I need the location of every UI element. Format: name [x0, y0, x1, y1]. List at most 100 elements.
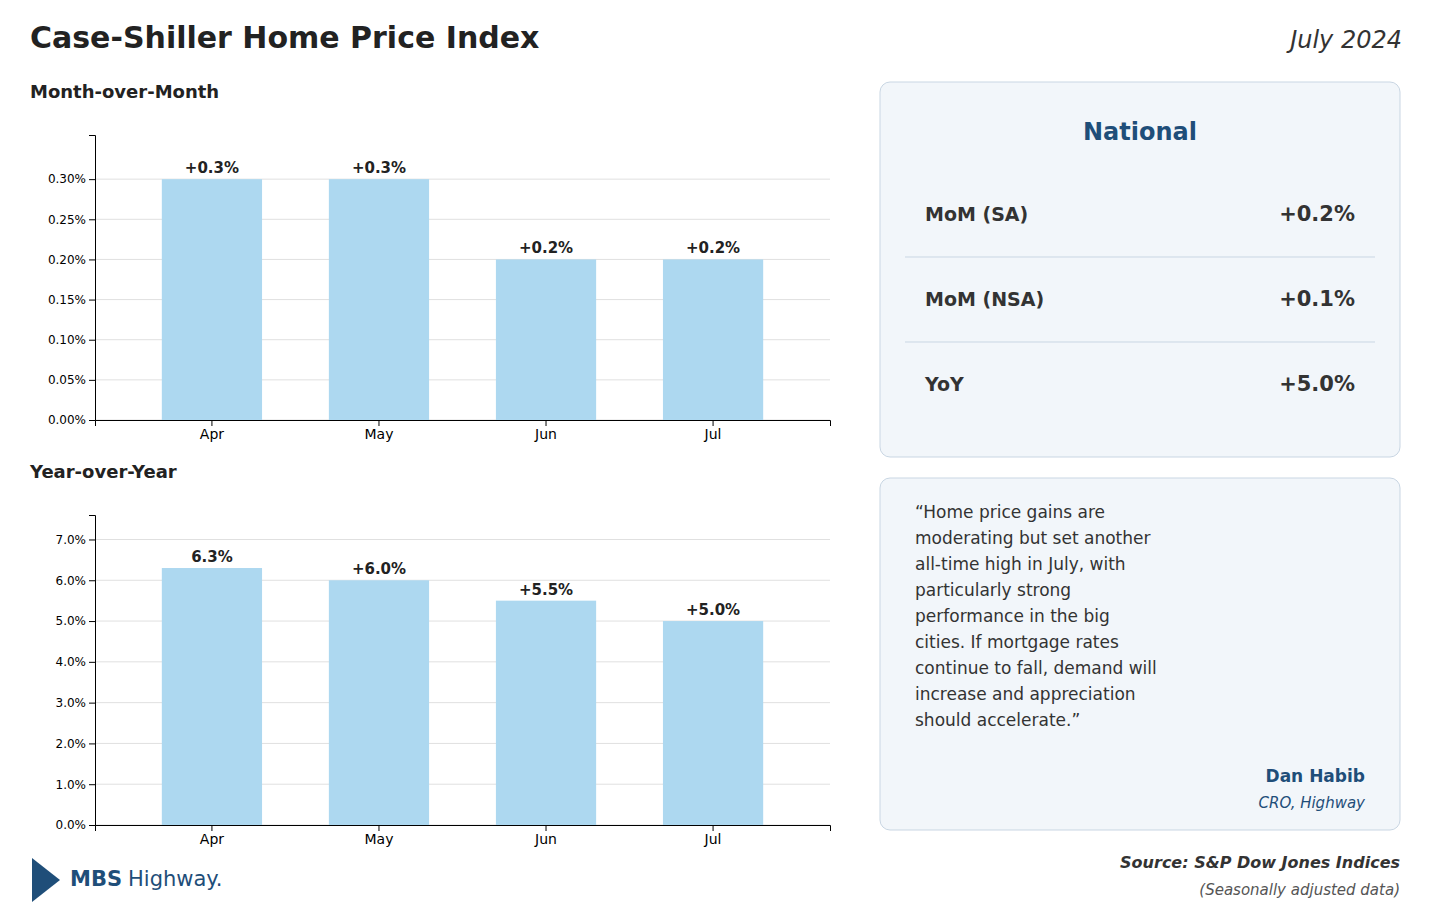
bar	[496, 259, 596, 420]
bar	[663, 259, 763, 420]
y-axis: 0.0%1.0%2.0%3.0%4.0%5.0%6.0%7.0%	[56, 516, 96, 833]
y-tick: 0.00%	[48, 413, 95, 427]
tick-label: 6.0%	[56, 574, 87, 588]
quote-title: CRO, Highway	[1259, 794, 1367, 812]
axis-line	[89, 136, 96, 421]
x-tick: Jun	[534, 825, 557, 847]
page-title: Case-Shiller Home Price Index	[30, 20, 539, 55]
y-tick: 6.0%	[56, 574, 96, 588]
data-label: +0.3%	[352, 159, 406, 177]
tick-label: 0.30%	[48, 172, 86, 186]
y-tick: 0.25%	[48, 213, 95, 227]
quote-text: “Home price gains are moderating but set …	[915, 502, 1157, 730]
bar	[329, 179, 429, 420]
data-label: +5.5%	[519, 581, 573, 599]
source: Source: S&P Dow Jones Indices	[1120, 853, 1400, 872]
x-tick: May	[365, 825, 394, 847]
quote-line: moderating but set another	[915, 528, 1150, 548]
logo-mark	[32, 858, 60, 902]
bar	[496, 601, 596, 825]
bar	[663, 621, 763, 825]
tick-mark	[89, 340, 95, 341]
tick-label: 0.15%	[48, 293, 86, 307]
y-tick: 0.30%	[48, 172, 95, 186]
data-label: +6.0%	[352, 560, 406, 578]
tick-mark	[89, 825, 95, 826]
quote-line: particularly strong	[915, 580, 1071, 600]
axis-line	[89, 516, 96, 826]
tick-label: 7.0%	[56, 533, 87, 547]
tick-mark	[89, 259, 95, 260]
logo-text: MBS	[70, 867, 122, 891]
data-label: +5.0%	[686, 601, 740, 619]
quote-line: cities. If mortgage rates	[915, 632, 1119, 652]
plot-area	[162, 179, 763, 420]
tick-label: May	[365, 426, 394, 442]
quote-line: “Home price gains are	[915, 502, 1105, 522]
row-value: +0.1%	[1279, 287, 1355, 311]
source-note: (Seasonally adjusted data)	[1199, 881, 1400, 899]
y-tick: 4.0%	[56, 655, 96, 669]
row-label: YoY	[924, 373, 964, 395]
tick-label: Jul	[704, 426, 722, 442]
tick-mark	[89, 580, 95, 581]
bar	[162, 179, 262, 420]
chart-title: Year-over-Year	[29, 461, 177, 482]
tick-label: Jun	[534, 426, 557, 442]
national-panel: NationalMoM (SA)+0.2%MoM (NSA)+0.1%YoY+5…	[880, 82, 1400, 457]
row-label: MoM (NSA)	[925, 288, 1044, 310]
logo-text: Highway.	[128, 867, 222, 891]
quote-panel: “Home price gains are moderating but set …	[880, 478, 1400, 830]
tick-label: May	[365, 831, 394, 847]
grid-line	[95, 539, 830, 540]
tick-label: 1.0%	[56, 778, 87, 792]
y-tick: 5.0%	[56, 614, 96, 628]
tick-mark	[89, 703, 95, 704]
x-tick: May	[365, 420, 394, 442]
row-label: MoM (SA)	[925, 203, 1028, 225]
x-tick: Jul	[704, 420, 722, 442]
tick-label: 0.10%	[48, 333, 86, 347]
date-label: July 2024	[1286, 26, 1402, 54]
quote-line: increase and appreciation	[915, 684, 1136, 704]
grid	[95, 179, 830, 420]
data-label: 6.3%	[191, 548, 233, 566]
y-tick: 0.20%	[48, 253, 95, 267]
y-tick: 0.15%	[48, 293, 95, 307]
y-tick: 7.0%	[56, 533, 96, 547]
y-tick: 1.0%	[56, 778, 96, 792]
x-tick: Apr	[200, 825, 224, 847]
row-value: +5.0%	[1279, 372, 1355, 396]
tick-label: Jul	[704, 831, 722, 847]
data-label: +0.2%	[519, 239, 573, 257]
tick-label: 2.0%	[56, 737, 87, 751]
tick-mark	[89, 219, 95, 220]
tick-label: 5.0%	[56, 614, 87, 628]
quote-line: continue to fall, demand will	[915, 658, 1157, 678]
logo: MBSHighway.	[32, 858, 222, 902]
chart-title: Month-over-Month	[30, 81, 219, 102]
data-label: +0.3%	[185, 159, 239, 177]
tick-mark	[89, 300, 95, 301]
tick-mark	[89, 784, 95, 785]
quote-author: Dan Habib	[1266, 766, 1365, 786]
y-axis: 0.00% 0.05% 0.10% 0.15% 0.20% 0.25% 0.30%	[48, 136, 96, 428]
tick-mark	[89, 380, 95, 381]
tick-label: Apr	[200, 831, 224, 847]
y-tick: 0.05%	[48, 373, 95, 387]
tick-mark	[89, 743, 95, 744]
y-tick: 0.10%	[48, 333, 95, 347]
quote-line: performance in the big	[915, 606, 1110, 626]
chart: Year-over-Year6.3%+6.0%+5.5%+5.0%0.0%1.0…	[29, 461, 831, 847]
divider	[905, 342, 1375, 343]
y-tick: 2.0%	[56, 737, 96, 751]
bar	[162, 568, 262, 825]
plot-area	[162, 568, 763, 825]
data-label: +0.2%	[686, 239, 740, 257]
tick-label: 0.25%	[48, 213, 86, 227]
tick-label: 4.0%	[56, 655, 87, 669]
tick-mark	[89, 179, 95, 180]
x-tick: Jul	[704, 825, 722, 847]
row-value: +0.2%	[1279, 202, 1355, 226]
page: Case-Shiller Home Price Index July 2024 Mo…	[0, 0, 1432, 919]
